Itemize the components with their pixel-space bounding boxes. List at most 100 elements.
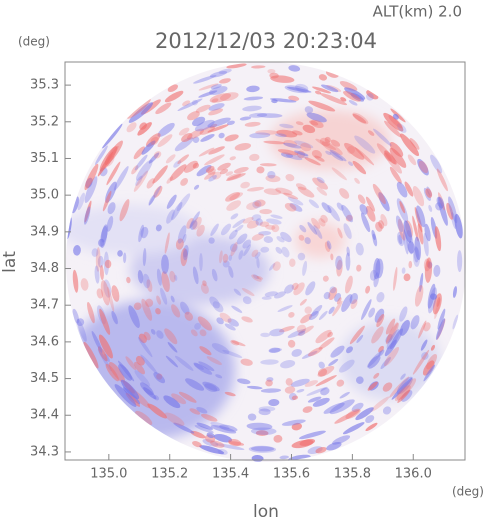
- speckle: [182, 100, 191, 107]
- speckle: [143, 331, 151, 341]
- speckle: [397, 389, 411, 403]
- speckle: [334, 409, 360, 424]
- speckle: [424, 223, 431, 242]
- speckle: [295, 183, 307, 191]
- x-tick-label: 136.0: [395, 467, 432, 482]
- speckle: [251, 65, 266, 69]
- speckle: [339, 391, 350, 399]
- speckle: [424, 257, 433, 283]
- speckle: [423, 322, 431, 332]
- speckle: [251, 233, 264, 241]
- speckle: [423, 232, 429, 257]
- speckle: [352, 112, 369, 125]
- speckle: [372, 233, 378, 247]
- speckle: [208, 108, 223, 116]
- speckle: [365, 93, 374, 101]
- speckle: [350, 299, 358, 310]
- speckle: [367, 130, 375, 136]
- speckle: [298, 430, 326, 440]
- speckle: [228, 254, 233, 261]
- speckle: [164, 328, 178, 345]
- speckle: [204, 154, 225, 166]
- speckle: [146, 178, 155, 189]
- speckle: [306, 112, 327, 123]
- speckle: [275, 187, 293, 195]
- speckle: [342, 422, 365, 435]
- speckle: [219, 312, 232, 323]
- speckle: [354, 147, 375, 166]
- speckle: [400, 373, 406, 380]
- speckle: [317, 368, 328, 377]
- speckle: [370, 396, 390, 413]
- speckle: [194, 119, 215, 132]
- speckle: [319, 93, 348, 106]
- speckle: [436, 168, 448, 192]
- speckle: [288, 311, 295, 318]
- speckle: [242, 105, 262, 112]
- y-tick-label: 34.6: [30, 334, 59, 349]
- speckle: [383, 112, 404, 132]
- speckle: [229, 229, 238, 240]
- speckle: [318, 337, 335, 350]
- speckle: [304, 306, 312, 314]
- speckle: [166, 209, 175, 224]
- speckle: [373, 257, 381, 280]
- speckle: [314, 155, 325, 162]
- speckle: [349, 325, 365, 345]
- y-tick-label: 35.2: [30, 114, 59, 129]
- speckle: [403, 229, 409, 255]
- radar-field: [66, 62, 466, 462]
- speckle: [294, 140, 314, 149]
- speckle: [171, 393, 187, 405]
- speckle: [271, 224, 280, 233]
- speckle: [140, 354, 158, 374]
- speckle: [271, 99, 278, 104]
- speckle: [192, 441, 202, 448]
- speckle: [84, 176, 98, 203]
- speckle: [367, 381, 378, 391]
- speckle: [211, 268, 218, 282]
- speckle: [254, 199, 266, 207]
- speckle: [321, 202, 332, 214]
- speckle: [385, 318, 396, 335]
- speckle: [396, 385, 411, 400]
- speckle: [433, 264, 441, 277]
- speckle: [270, 214, 283, 219]
- speckle: [135, 159, 153, 181]
- speckle: [365, 196, 376, 212]
- speckle: [412, 349, 430, 375]
- speckle: [215, 374, 223, 379]
- speckle: [346, 246, 351, 257]
- speckle: [373, 272, 380, 288]
- speckle: [434, 298, 441, 320]
- speckle: [256, 166, 265, 174]
- speckle: [307, 221, 318, 235]
- speckle: [182, 245, 189, 258]
- speckle: [330, 253, 334, 261]
- speckle: [194, 425, 214, 434]
- speckle: [397, 123, 407, 133]
- speckle: [343, 223, 352, 239]
- speckle: [247, 186, 265, 192]
- speckle: [192, 136, 200, 143]
- speckle: [287, 86, 312, 93]
- speckle: [198, 90, 218, 98]
- speckle: [218, 68, 232, 74]
- x-unit: (deg): [452, 485, 484, 499]
- speckle: [307, 396, 322, 403]
- speckle: [300, 313, 313, 324]
- speckle: [72, 269, 79, 293]
- speckle: [329, 399, 355, 415]
- speckle: [391, 377, 413, 400]
- speckle: [260, 388, 282, 393]
- speckle: [207, 117, 231, 128]
- speckle: [251, 446, 275, 452]
- speckle: [228, 441, 245, 446]
- speckle: [326, 442, 342, 451]
- speckle: [155, 308, 161, 315]
- speckle: [126, 276, 131, 284]
- speckle: [368, 307, 376, 318]
- speckle: [311, 149, 322, 159]
- speckle: [194, 322, 202, 330]
- speckle: [198, 147, 215, 157]
